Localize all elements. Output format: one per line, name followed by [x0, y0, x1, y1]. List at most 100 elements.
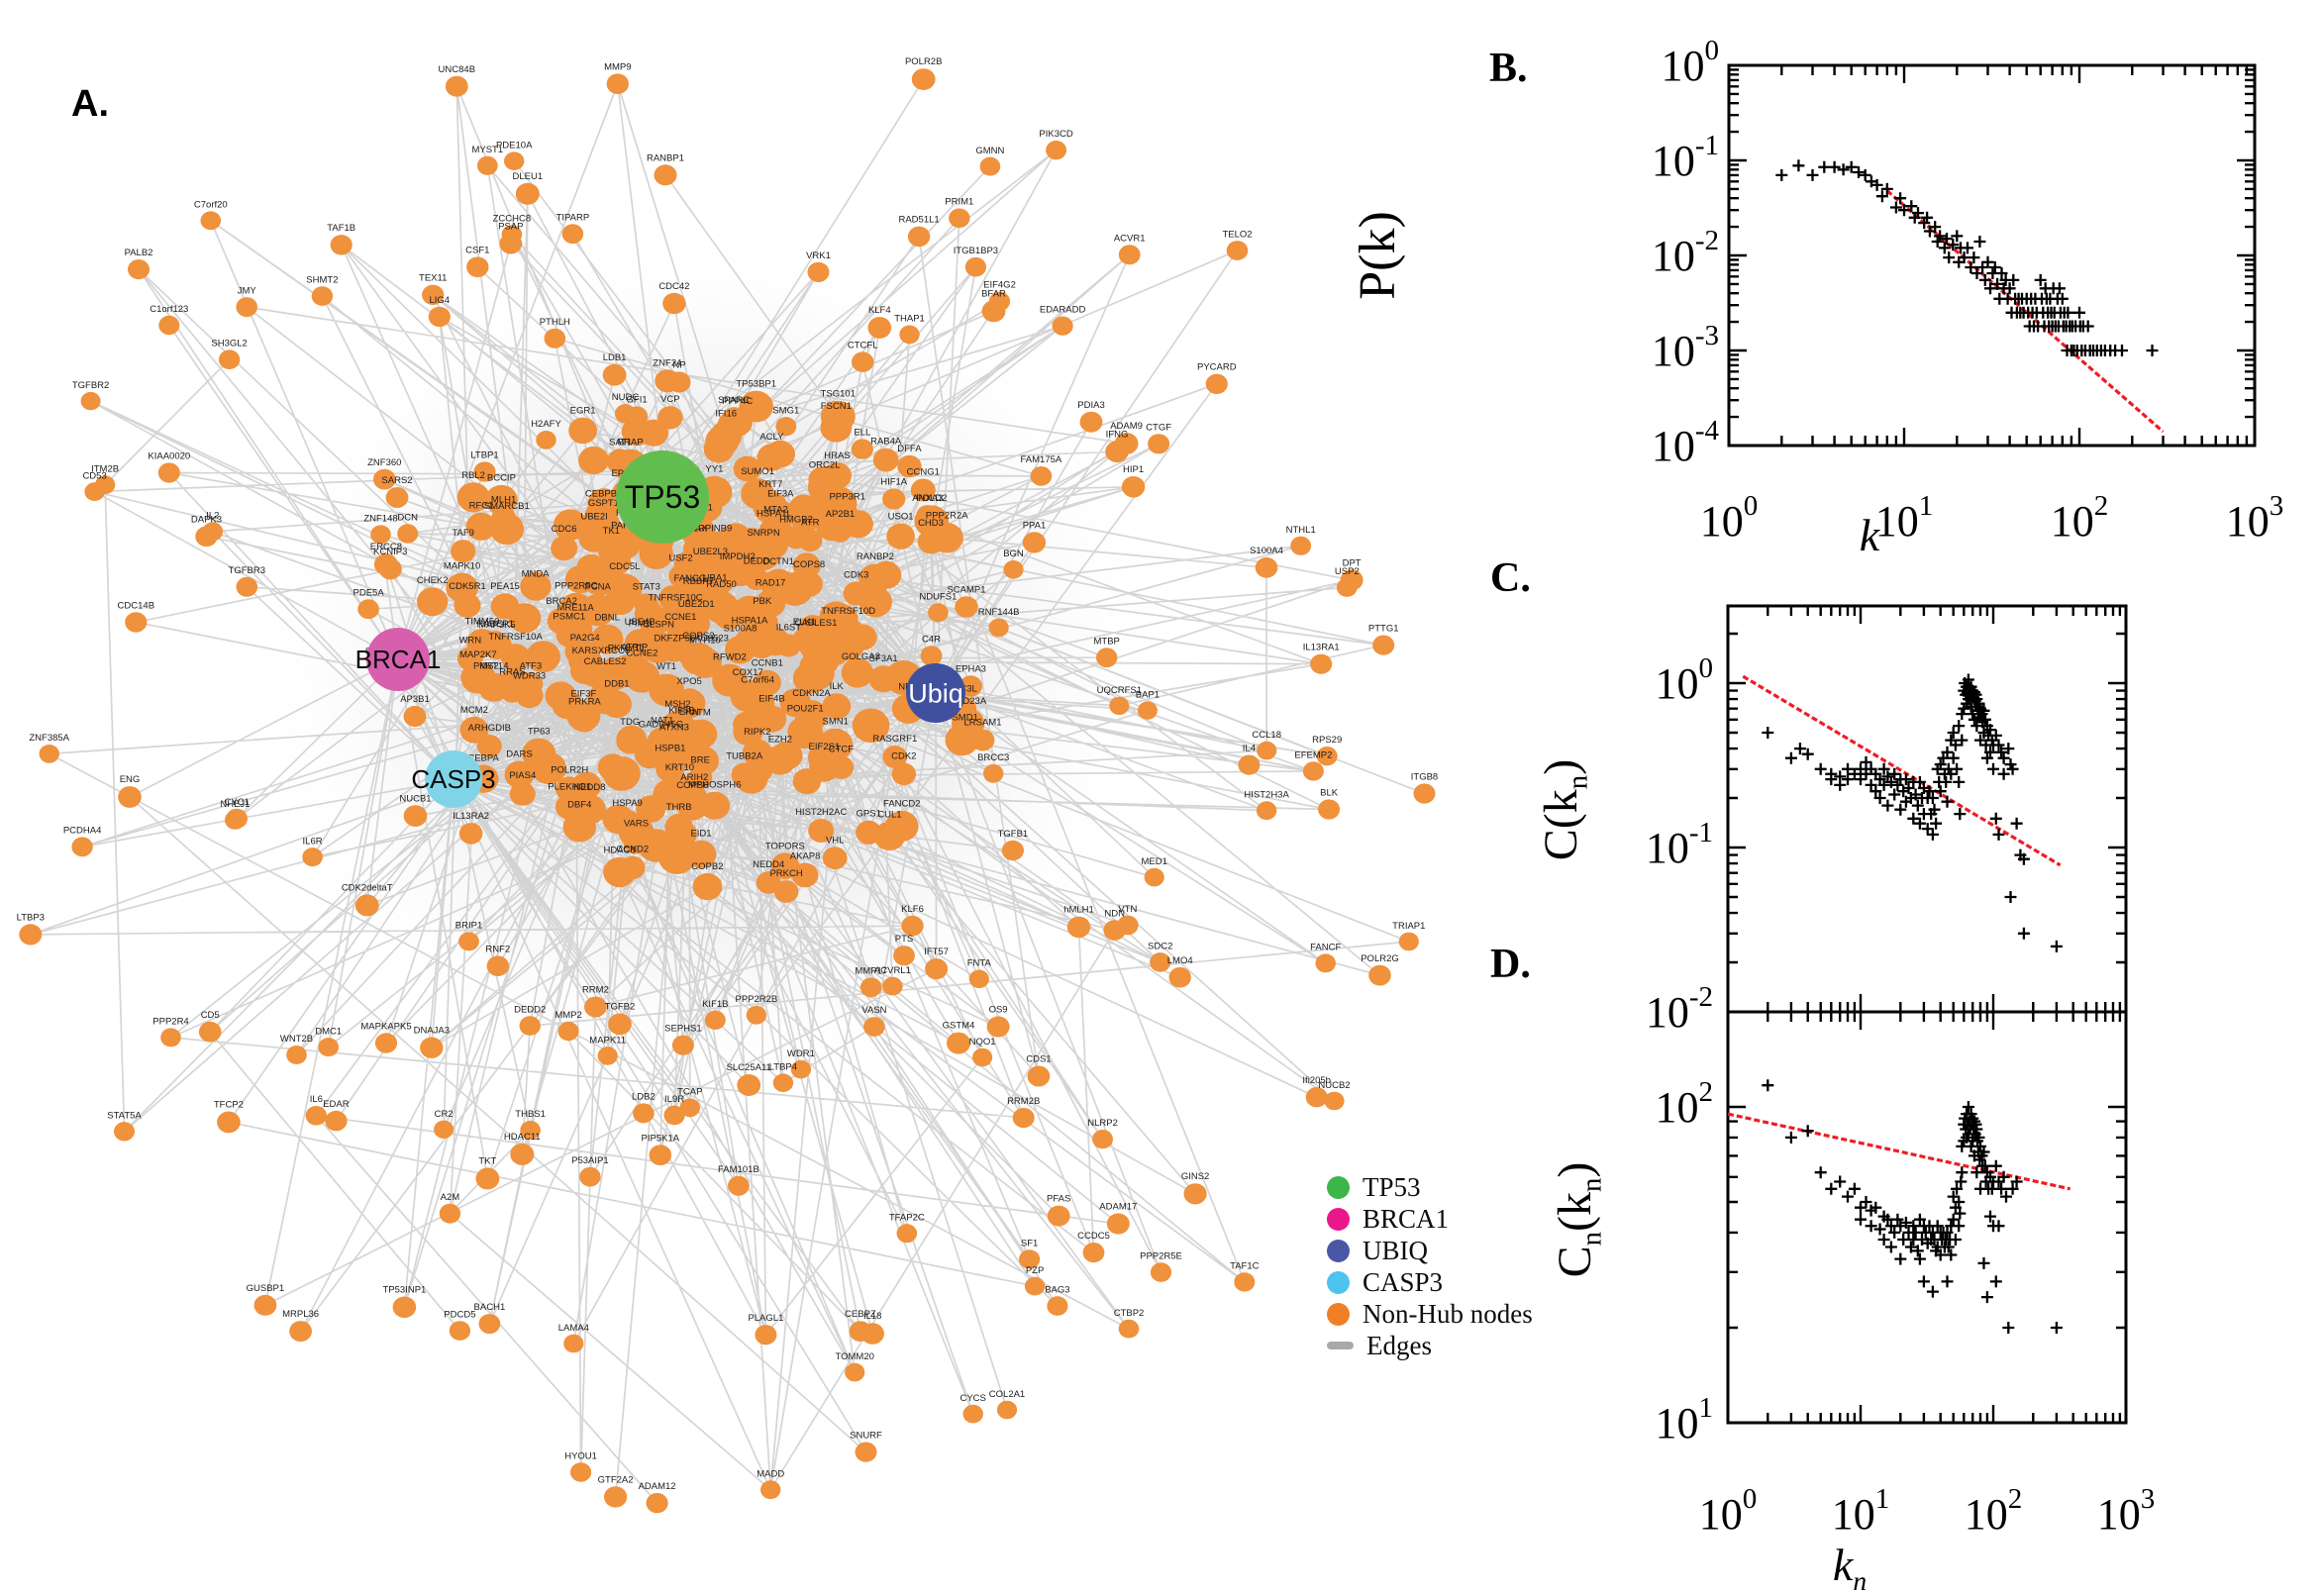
- edge-line-icon: [1327, 1342, 1354, 1349]
- network-node-label: KIAA0020: [148, 451, 190, 462]
- network-node-label: ORC2L: [809, 459, 841, 470]
- network-node-label: THRB: [666, 802, 692, 813]
- hub-circle: [366, 628, 430, 691]
- network-node: [988, 618, 1009, 638]
- network-node-label: CDK2deltaT: [342, 883, 393, 894]
- network-node-label: BAP1: [1136, 690, 1160, 701]
- network-node-label: RBL2: [461, 470, 485, 481]
- network-node: [664, 606, 703, 641]
- network-node: [466, 256, 489, 278]
- network-node-label: DBF4: [567, 800, 591, 811]
- network-node: [579, 1166, 601, 1187]
- network-node: [858, 586, 892, 618]
- network-node-label: VCP: [660, 394, 680, 405]
- network-node: [760, 1480, 781, 1500]
- network-node-label: ADAM12: [639, 1481, 676, 1492]
- x-tick-labels: 100 101 102 103: [1700, 490, 2284, 546]
- y-tick-labels: 102 101: [1655, 1076, 1713, 1447]
- network-node-label: FAM175A: [1021, 454, 1062, 465]
- network-node: [508, 603, 542, 634]
- network-node: [357, 599, 379, 620]
- plot-frame: [1727, 63, 2257, 448]
- network-node: [456, 482, 490, 513]
- svg-text:10-1: 10-1: [1646, 817, 1713, 872]
- network-node-label: IL9R: [664, 1094, 684, 1105]
- network-node: [1027, 1065, 1051, 1087]
- network-node-label: DCTN1: [762, 556, 794, 567]
- network-node: [584, 996, 607, 1018]
- network-node: [955, 596, 978, 618]
- network-node-label: COPS2: [682, 631, 714, 642]
- network-node-label: PPP2R2B: [736, 994, 778, 1005]
- network-node-label: TCAP: [677, 1087, 702, 1098]
- network-node: [979, 156, 1001, 176]
- network-node-label: POLR2H: [551, 764, 588, 775]
- network-node: [968, 969, 989, 989]
- network-node-label: FANCD2: [883, 799, 920, 810]
- network-node-label: DNAJA3: [414, 1026, 450, 1037]
- network-node-label: NTHL1: [1286, 525, 1316, 536]
- network-node-label: TP53BP1: [736, 378, 776, 389]
- network-node-label: VASN: [861, 1005, 886, 1016]
- network-node-label: TP53INP1: [382, 1285, 426, 1296]
- legend-item-brca1: BRCA1: [1327, 1203, 1533, 1235]
- network-node: [728, 1175, 750, 1196]
- network-node-label: CTGF: [1146, 422, 1171, 433]
- network-node: [1103, 920, 1126, 941]
- network-node: [39, 745, 59, 763]
- network-node-label: ELK1: [793, 617, 816, 628]
- network-node: [1105, 441, 1129, 463]
- network-node-label: SF1: [1021, 1238, 1038, 1248]
- network-node-label: WDR33: [513, 671, 546, 682]
- network-node: [1316, 747, 1338, 766]
- network-node: [428, 306, 451, 328]
- network-node-label: GUSBP1: [247, 1283, 285, 1294]
- network-legend: TP53 BRCA1 UBIQ CASP3 Non-Hub nodes Edge…: [1327, 1171, 1533, 1361]
- network-node: [986, 1016, 1010, 1038]
- network-node-label: EPHA3: [956, 663, 986, 674]
- network-node: [373, 468, 396, 490]
- network-node-label: TAF1C: [1230, 1260, 1260, 1271]
- network-node: [19, 924, 43, 946]
- network-node-label: PIK3CD: [1039, 129, 1072, 140]
- network-node-label: GOLGA3: [842, 651, 880, 662]
- network-node-label: CDC14B: [118, 600, 155, 611]
- network-node: [808, 819, 835, 843]
- network-node: [947, 1032, 970, 1054]
- network-node-label: CEBPB: [585, 488, 617, 499]
- network-node-label: GMNN: [975, 146, 1004, 156]
- network-node-label: CDKN2A: [792, 688, 831, 699]
- network-node-label: DCN: [397, 512, 418, 523]
- network-node-label: HDAC8: [603, 846, 635, 856]
- network-node: [873, 821, 906, 851]
- network-node-label: CCNB1: [752, 658, 783, 669]
- network-node: [692, 872, 723, 901]
- network-node-label: RAD51L1: [898, 215, 939, 226]
- network-node: [1315, 953, 1336, 973]
- network-node-label: RRM2: [582, 985, 609, 996]
- network-node-label: TRIAP1: [1392, 921, 1425, 932]
- network-node: [497, 668, 532, 700]
- network-node-label: CCL18: [1252, 730, 1281, 741]
- network-node: [882, 746, 908, 768]
- network-node-label: PPP2R4: [152, 1017, 188, 1028]
- network-node: [1150, 1262, 1172, 1282]
- hub-node-tp53: TP53: [616, 450, 709, 544]
- network-node: [1144, 867, 1164, 887]
- network-node: [1302, 761, 1324, 781]
- legend-item-label: Edges: [1366, 1330, 1432, 1360]
- network-node-label: ILK: [830, 681, 845, 692]
- network-node-label: C4R: [922, 635, 941, 646]
- network-node: [200, 211, 222, 231]
- svg-text:100: 100: [1700, 490, 1759, 546]
- network-node-label: LAMA4: [558, 1323, 589, 1334]
- network-node-label: MYH10: [689, 636, 721, 647]
- network-node-label: PYCARD: [1197, 362, 1237, 373]
- network-node: [484, 631, 507, 651]
- network-node-label: MAPKAPK5: [360, 1021, 411, 1032]
- network-node: [770, 852, 800, 879]
- network-node-label: TGFB1: [998, 829, 1029, 840]
- network-node-label: BRCA2: [546, 596, 577, 607]
- network-node-label: TFAP2C: [889, 1212, 925, 1223]
- network-nodes: [19, 68, 1436, 1514]
